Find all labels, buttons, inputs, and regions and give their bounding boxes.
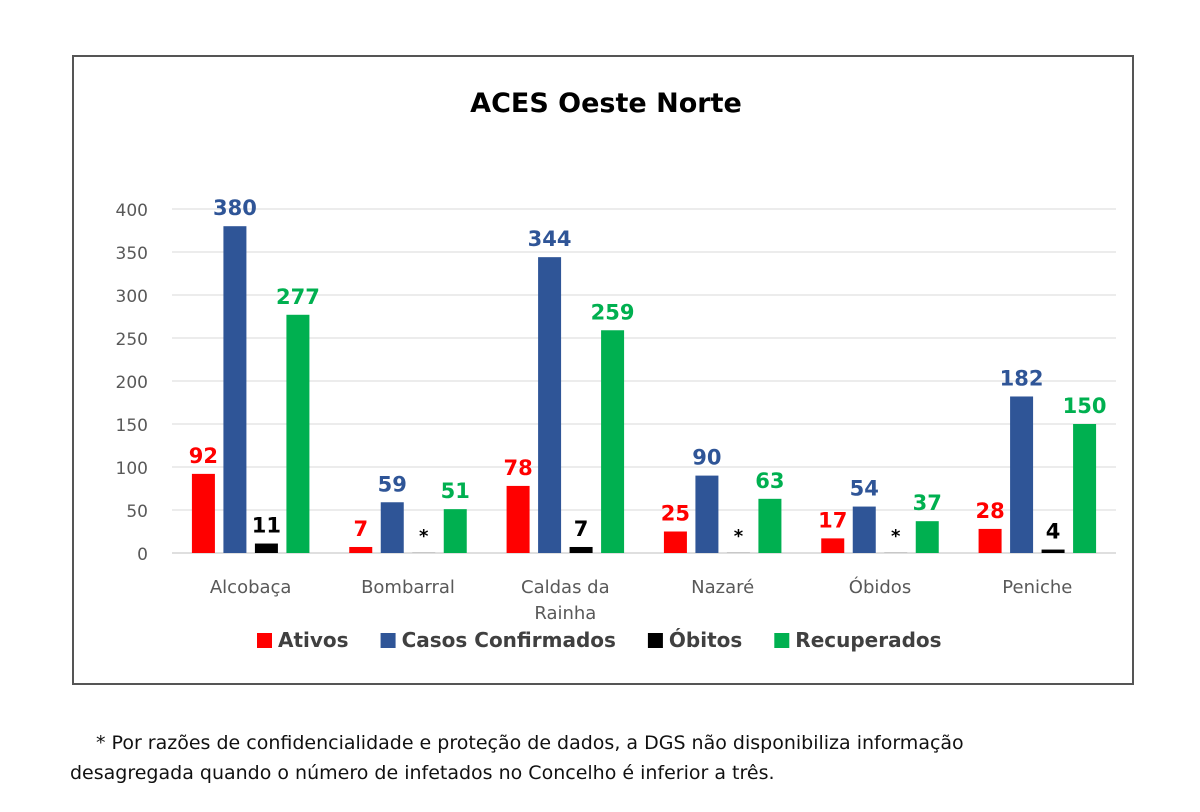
data-label: 277 [276,285,320,309]
y-tick-label: 150 [116,416,148,436]
legend-swatch [257,633,272,648]
footnote-line-1: * Por razões de confidencialidade e prot… [96,732,964,754]
x-tick-label: Óbidos [849,576,911,598]
bar [349,546,373,553]
data-label: 182 [1000,366,1044,390]
legend-swatch [774,633,790,648]
y-tick-label: 300 [116,287,148,307]
bar [884,552,908,554]
y-tick-label: 250 [116,330,148,350]
bar [758,498,782,553]
x-tick-label: Bombarral [361,577,455,598]
legend-entry: Recuperados [795,628,941,652]
legend-entry: Óbitos [669,628,742,652]
bar [1010,396,1034,553]
x-tick-label: Nazaré [691,577,754,598]
data-label: 11 [252,514,281,538]
x-tick-label: Rainha [534,603,596,624]
data-label: 25 [661,502,690,526]
bar [1073,424,1097,553]
data-label: 17 [818,508,847,532]
data-label: 92 [189,444,218,468]
bar [663,531,687,553]
data-label: 4 [1046,520,1061,544]
bar [223,226,247,553]
bar [191,473,215,553]
y-tick-label: 100 [116,459,148,479]
y-tick-label: 50 [126,502,148,522]
data-label: 380 [213,196,257,220]
y-tick-label: 0 [137,545,148,565]
x-tick-label: Caldas da [521,577,610,598]
data-label: 63 [755,469,784,493]
data-label: 54 [850,477,879,501]
bar [254,543,278,553]
bar [286,314,310,553]
data-label: 150 [1063,394,1107,418]
footnote-line-2: desagregada quando o número de infetados… [70,762,775,784]
x-tick-label: Alcobaça [210,577,292,598]
data-label: * [891,526,901,547]
bar [506,485,530,553]
legend-entry: Casos Confirmados [402,628,616,652]
bar [380,502,404,553]
bar [412,552,436,554]
data-label: 7 [574,517,589,541]
legend-entry: Ativos [278,628,349,652]
bar [695,475,719,553]
data-label: 28 [975,499,1004,523]
bar [821,538,845,553]
legend-swatch [380,633,396,648]
bar [978,528,1002,553]
data-label: 78 [503,456,532,480]
footnote: * Por razões de confidencialidade e prot… [70,728,1140,788]
bar [852,506,876,553]
data-label: 259 [591,300,635,324]
bar [1041,549,1065,553]
bar [601,330,625,553]
data-label: 37 [913,491,942,515]
data-label: 59 [378,472,407,496]
data-label: * [734,526,744,547]
bar [569,546,593,553]
y-tick-label: 200 [116,373,148,393]
bar [538,257,562,553]
bar [726,552,750,554]
chart-frame: ACES Oeste Norte 0 50 100 150 200 250 300 350 400… [72,55,1134,685]
data-label: 344 [528,227,572,251]
x-tick-label: Peniche [1002,577,1072,598]
bar [443,509,467,553]
y-tick-label: 350 [116,244,148,264]
data-label: 90 [692,446,721,470]
chart-title: ACES Oeste Norte [470,88,742,119]
data-label: * [419,526,429,547]
bar-chart: ACES Oeste Norte 0 50 100 150 200 250 300 350 400… [116,88,1116,652]
legend-swatch [647,633,663,648]
data-label: 51 [441,479,470,503]
data-label: 7 [353,517,368,541]
y-tick-label: 400 [116,201,148,221]
bar [915,521,939,553]
